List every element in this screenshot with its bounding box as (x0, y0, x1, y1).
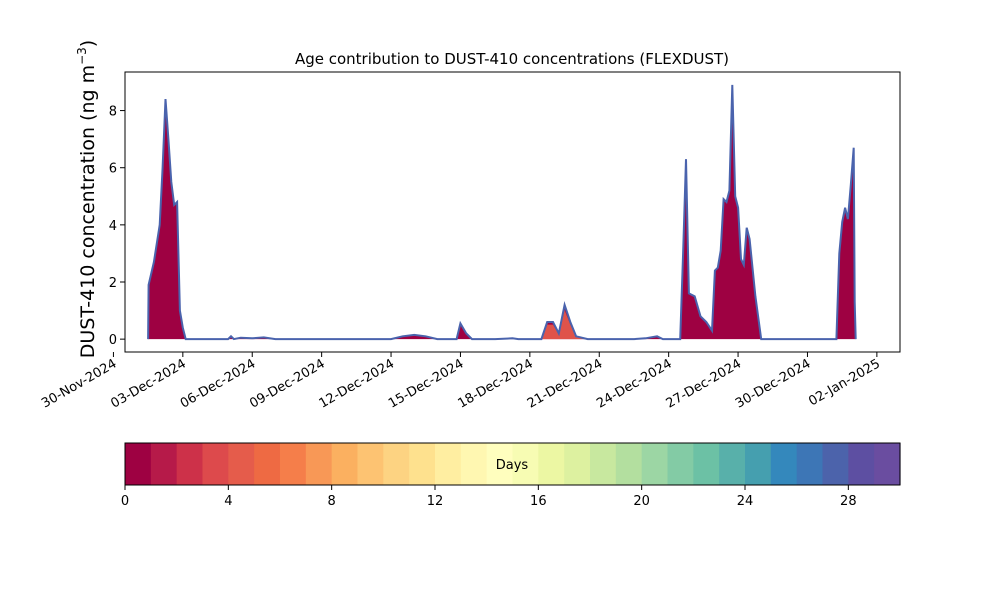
x-tick-label: 15-Dec-2024 (386, 356, 466, 411)
colorbar-bin (486, 443, 514, 485)
colorbar-tick-label: 8 (328, 494, 336, 509)
colorbar-bin (435, 443, 462, 485)
colorbar-bin (280, 443, 307, 485)
colorbar-bin (822, 443, 849, 485)
x-tick-label: 30-Nov-2024 (39, 356, 119, 411)
area-older-age-minor (541, 310, 588, 340)
colorbar-bin (512, 443, 539, 485)
colorbar-bin (590, 443, 617, 485)
x-tick-label: 12-Dec-2024 (317, 356, 397, 411)
colorbar-tick-label: 16 (530, 494, 547, 509)
y-tick-label: 0 (109, 333, 117, 348)
colorbar-tick-label: 0 (121, 494, 129, 509)
y-tick-label: 4 (109, 219, 117, 234)
svg-text:DUST-410 concentration (ng m−3: DUST-410 concentration (ng m−3) (75, 40, 99, 358)
x-tick-label: 09-Dec-2024 (247, 356, 327, 411)
colorbar-bin (641, 443, 669, 485)
colorbar-bin (848, 443, 875, 485)
y-axis-label-close: ) (77, 40, 99, 47)
colorbar-bin (150, 443, 178, 485)
colorbar-bin (796, 443, 824, 485)
colorbar-bin (693, 443, 720, 485)
colorbar-bin (615, 443, 643, 485)
colorbar-bin (228, 443, 255, 485)
colorbar-bin (305, 443, 333, 485)
colorbar-bin (538, 443, 565, 485)
colorbar-bin (331, 443, 359, 485)
colorbar-bin (383, 443, 410, 485)
colorbar-tick-label: 20 (633, 494, 650, 509)
colorbar-frame (124, 442, 901, 486)
colorbar-label: Days (496, 458, 529, 473)
y-axis-label-main: DUST-410 concentration (ng m (77, 65, 99, 358)
colorbar-tick-label: 12 (427, 494, 444, 509)
colorbar-bin (254, 443, 281, 485)
colorbar-bin (125, 443, 152, 485)
colorbar-tick-label: 4 (224, 494, 232, 509)
colorbar-bin (874, 443, 901, 485)
colorbar (125, 443, 901, 485)
x-axis-ticks: 30-Nov-202403-Dec-202406-Dec-202409-Dec-… (39, 352, 883, 412)
x-tick-label: 24-Dec-2024 (594, 356, 674, 411)
area-age-0-1-day (148, 84, 856, 340)
area-outline (147, 84, 857, 341)
x-tick-label: 06-Dec-2024 (178, 356, 258, 411)
colorbar-bin (667, 443, 694, 485)
colorbar-tick-label: 24 (737, 494, 754, 509)
colorbar-ticks: 0 4 8 12 16 20 24 28 (121, 485, 857, 509)
colorbar-bin (176, 443, 204, 485)
colorbar-tick-label: 28 (840, 494, 857, 509)
chart-title: Age contribution to DUST-410 concentrati… (295, 50, 729, 68)
colorbar-bin (202, 443, 229, 485)
y-tick-label: 8 (109, 105, 117, 120)
x-tick-label: 02-Jan-2025 (806, 356, 883, 409)
plot-area (147, 84, 857, 341)
colorbar-bin (719, 443, 746, 485)
x-tick-label: 03-Dec-2024 (108, 356, 188, 411)
y-axis-label-exp: −3 (75, 47, 89, 65)
x-tick-label: 18-Dec-2024 (455, 356, 535, 411)
plot-frame (124, 71, 901, 353)
colorbar-bin (745, 443, 772, 485)
y-tick-label: 2 (109, 276, 117, 291)
colorbar-bin (770, 443, 798, 485)
colorbar-bin (564, 443, 591, 485)
y-axis-ticks: 0 2 4 6 8 (109, 105, 125, 348)
colorbar-bin (357, 443, 384, 485)
colorbar-bin (409, 443, 436, 485)
colorbar-bin (460, 443, 488, 485)
y-axis-label: DUST-410 concentration (ng m−3) (75, 40, 99, 358)
y-tick-label: 6 (109, 162, 117, 177)
x-tick-label: 27-Dec-2024 (664, 356, 744, 411)
x-tick-label: 21-Dec-2024 (525, 356, 605, 411)
x-tick-label: 30-Dec-2024 (733, 356, 813, 411)
